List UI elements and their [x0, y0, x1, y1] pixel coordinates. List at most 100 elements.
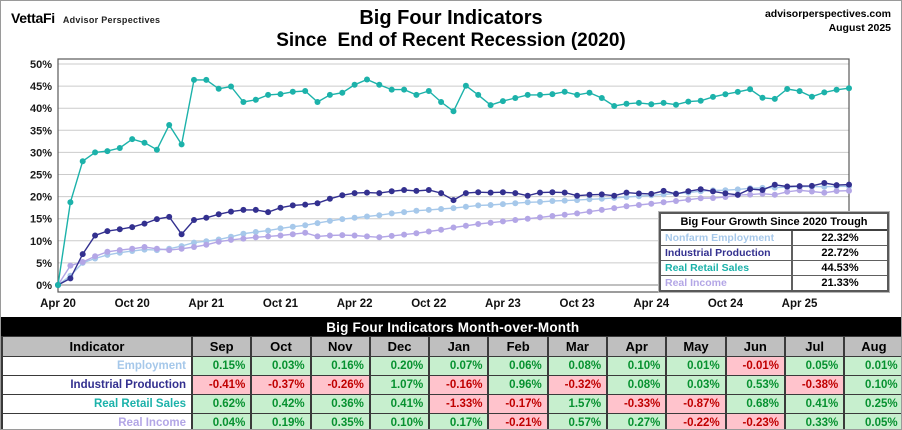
data-point [821, 180, 828, 186]
data-point [635, 190, 642, 197]
x-axis-tick-label: Oct 20 [115, 298, 150, 310]
legend-title: Big Four Growth Since 2020 Trough [661, 214, 887, 231]
legend-series-value: 22.32% [821, 232, 859, 244]
data-point [747, 186, 754, 193]
mom-value-cell: -0.16% [428, 375, 489, 395]
data-point [524, 91, 531, 98]
mom-value-cell: 0.08% [546, 356, 608, 376]
data-point [462, 190, 469, 197]
data-point [166, 247, 173, 254]
data-point [129, 136, 136, 143]
data-point [771, 95, 778, 102]
data-point [574, 210, 581, 217]
data-point [388, 188, 395, 195]
data-point [846, 187, 852, 194]
data-point [747, 86, 754, 93]
data-point [425, 228, 432, 235]
data-point [92, 232, 99, 239]
data-point [747, 191, 754, 198]
mom-value-cell: 0.57% [546, 413, 608, 429]
legend-row: Real Retail Sales 44.53% [661, 260, 887, 275]
data-point [166, 122, 173, 128]
data-point [648, 190, 655, 197]
data-point [277, 225, 284, 232]
mom-value-cell: 0.27% [606, 413, 667, 429]
data-point [116, 145, 123, 151]
data-point [141, 220, 148, 227]
data-point [215, 211, 222, 218]
source-attribution: advisorperspectives.com August 2025 [765, 7, 891, 35]
table-header-row: Indicator Sep Oct Nov Dec Jan Feb Mar Apr May Jun J… [1, 336, 901, 357]
data-point [203, 241, 210, 248]
data-point [673, 198, 679, 204]
column-header-month: Jun [724, 336, 786, 357]
data-point [710, 195, 716, 201]
data-point [339, 192, 346, 199]
data-point [326, 217, 333, 224]
data-point [228, 236, 234, 243]
data-point [808, 93, 815, 100]
data-point [512, 217, 519, 223]
data-point [388, 232, 395, 239]
data-point [561, 197, 568, 204]
data-point [215, 85, 222, 92]
data-point [846, 85, 852, 92]
data-point [364, 189, 370, 196]
mom-value-cell: 0.16% [309, 356, 371, 376]
mom-value-cell: 0.42% [250, 394, 312, 414]
mom-value-cell: 0.53% [724, 375, 786, 395]
data-point [401, 209, 408, 216]
data-point [475, 202, 482, 209]
data-point [450, 108, 457, 115]
table-row: Industrial Production -0.41% -0.37% -0.26% 1… [1, 375, 901, 395]
data-point [376, 190, 383, 197]
data-point [549, 189, 556, 196]
y-axis-tick-label: 50% [30, 59, 52, 71]
mom-value-cell: 0.03% [250, 356, 312, 376]
column-header-month: Jan [428, 336, 489, 357]
data-point [648, 101, 655, 108]
data-point [364, 233, 370, 240]
data-point [388, 210, 395, 217]
data-point [586, 89, 593, 96]
data-point [499, 201, 506, 208]
data-point [252, 234, 259, 241]
data-point [734, 191, 741, 198]
legend-series-value: 44.53% [821, 262, 859, 274]
data-point [833, 188, 840, 194]
month-over-month-table: Big Four Indicators Month-over-Month Ind… [1, 317, 901, 429]
data-point [574, 91, 581, 98]
data-point [722, 190, 729, 197]
x-axis-tick-label: Apr 20 [40, 298, 76, 310]
legend-series-value: 21.33% [821, 277, 859, 289]
column-header-month: Oct [250, 336, 312, 357]
data-point [351, 81, 358, 88]
mom-value-cell: 0.96% [487, 375, 549, 395]
mom-value-cell: -0.87% [665, 394, 727, 414]
page-title: Big Four Indicators Since End of Recent … [161, 6, 741, 53]
data-point [710, 93, 716, 100]
data-point [141, 244, 148, 250]
data-point [277, 204, 284, 211]
data-point [67, 199, 74, 206]
indicator-label: Employment [1, 356, 193, 376]
data-point [351, 190, 358, 197]
mom-value-cell: 0.41% [368, 394, 430, 414]
data-point [191, 239, 197, 246]
data-point [586, 191, 593, 198]
data-point [240, 230, 247, 237]
mom-value-cell: -0.01% [724, 356, 786, 376]
mom-value-cell: -0.26% [309, 375, 371, 395]
data-point [413, 207, 420, 214]
data-point [326, 232, 333, 239]
data-point [808, 188, 815, 195]
data-point [512, 95, 519, 101]
data-point [796, 187, 803, 194]
data-point [784, 183, 791, 190]
data-point [339, 216, 346, 223]
data-point [611, 103, 618, 109]
plot-border [57, 58, 850, 293]
data-point [401, 86, 408, 93]
data-point [710, 188, 716, 195]
data-point [364, 76, 370, 83]
